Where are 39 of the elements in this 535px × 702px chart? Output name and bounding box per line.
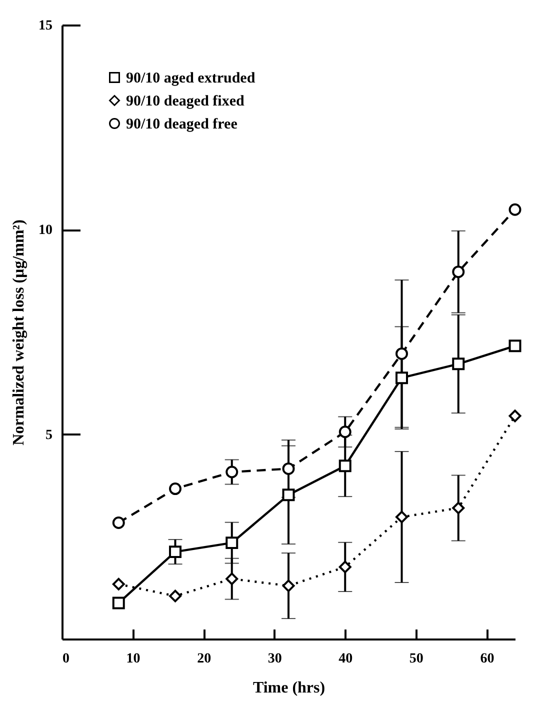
x-tick-label: 30 — [268, 652, 282, 666]
point — [226, 572, 238, 586]
legend-label: 90/10 deaged free — [126, 116, 238, 132]
point — [338, 560, 352, 574]
x-tick-label: 0 — [62, 652, 70, 666]
y-tick-label: 15 — [38, 18, 52, 34]
point — [169, 546, 182, 558]
point — [396, 347, 408, 360]
legend-label: 90/10 deaged fixed — [126, 94, 245, 110]
point — [282, 462, 295, 475]
y-tick-label: 5 — [46, 428, 52, 443]
point — [452, 358, 465, 370]
point — [508, 410, 522, 422]
x-tick-label: 60 — [480, 652, 494, 666]
x-tick-label: 40 — [338, 652, 353, 666]
point — [282, 488, 295, 502]
point — [338, 426, 352, 438]
y-axis-title: Normalized weight loss (μg/mm²) — [10, 220, 28, 446]
point — [396, 372, 408, 384]
point — [338, 460, 352, 472]
x-tick-label: 10 — [126, 652, 140, 666]
point — [169, 590, 182, 602]
point — [112, 516, 125, 529]
point — [508, 203, 522, 216]
point — [452, 502, 465, 514]
y-tick-label: 10 — [38, 223, 52, 238]
x-tick-label: 20 — [197, 652, 212, 666]
legend-label: 90/10 aged extruded — [126, 70, 256, 86]
point — [226, 536, 238, 550]
x-axis-title: Time (hrs) — [252, 680, 326, 696]
point — [396, 510, 408, 524]
point — [282, 580, 295, 592]
point — [112, 578, 125, 590]
point — [112, 596, 125, 610]
x-tick-label: 50 — [409, 652, 424, 666]
point — [452, 266, 465, 278]
point — [226, 466, 238, 478]
point — [508, 340, 522, 352]
point — [169, 482, 182, 496]
